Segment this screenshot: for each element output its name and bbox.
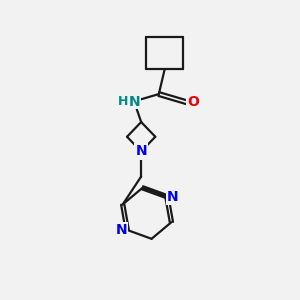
Text: N: N	[135, 145, 147, 158]
Text: N: N	[167, 190, 178, 204]
Text: O: O	[187, 95, 199, 109]
Text: N: N	[129, 95, 140, 109]
Text: H: H	[118, 95, 128, 108]
Text: N: N	[116, 223, 127, 237]
